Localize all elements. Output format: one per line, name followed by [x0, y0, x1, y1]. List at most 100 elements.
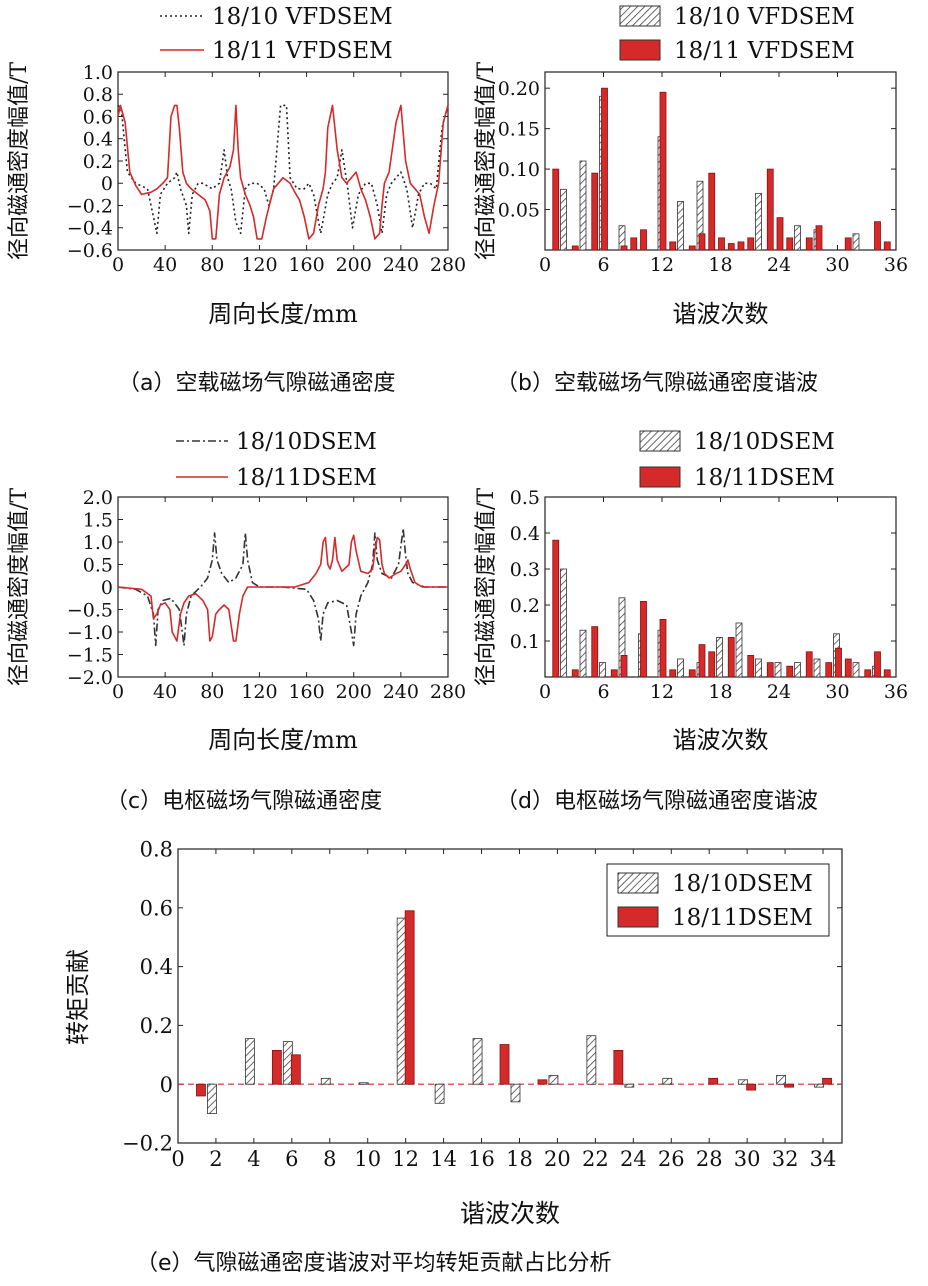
x-tick-label: 160	[288, 254, 324, 276]
bar-18-10DSEM-h32	[852, 662, 860, 678]
legend-label: 18/10 VFDSEM	[674, 4, 855, 30]
x-tick-label: 16	[468, 1147, 495, 1171]
caption: （d）电枢磁场气隙磁通密度谐波	[496, 789, 818, 814]
series-line-18-11-VFDSEM	[117, 104, 449, 240]
bar-18-10DSEM-h34	[814, 1083, 824, 1088]
x-tick-label: 18	[708, 681, 732, 703]
bar-18-10DSEM-h28	[813, 658, 821, 678]
bar-18-10DSEM-h4	[244, 1038, 255, 1085]
bar-18-11-VFDSEM-h19	[727, 243, 735, 251]
bar-18-11-VFDSEM-h27	[805, 237, 813, 251]
bar-18-11DSEM-h5	[271, 1049, 282, 1085]
y-tick-label: 0	[101, 577, 113, 599]
bar-18-11-VFDSEM-h21	[747, 237, 755, 251]
bar-18-11-VFDSEM-h31	[844, 237, 852, 251]
x-tick-label: 34	[810, 1147, 837, 1171]
panel-e: 0 2 4 6 8 10 12 14 16 18 20 22 24 26 28 30 32 34−0.200.20…	[64, 838, 843, 1276]
bar-18-11-VFDSEM-h25	[786, 237, 794, 251]
y-tick-label: 0.2	[83, 151, 113, 173]
bar-18-11DSEM-h12	[404, 910, 415, 1085]
caption: （e）气隙磁通密度谐波对平均转矩贡献占比分析	[136, 1251, 612, 1276]
y-tick-label: −2.0	[67, 667, 113, 689]
x-tick-label: 18	[506, 1147, 533, 1171]
x-tick-label: 6	[285, 1147, 298, 1171]
x-axis-label: 周向长度/mm	[208, 726, 358, 754]
x-tick-label: 240	[383, 681, 419, 703]
panel-b: 0 6 12 18 24 30 36 0.05 0.10 0.15 0.20 18/10 VFDSEM…	[474, 4, 908, 396]
x-tick-label: 8	[323, 1147, 336, 1171]
y-tick-label: 0.15	[498, 118, 540, 140]
x-tick-label: 120	[241, 254, 277, 276]
bar-18-11-VFDSEM-h24	[776, 217, 784, 251]
bar-18-10DSEM-h2	[207, 1083, 217, 1114]
bar-18-11DSEM-h28	[708, 1077, 719, 1085]
y-tick-label: 1.0	[83, 62, 113, 84]
legend-label: 18/10DSEM	[672, 871, 813, 897]
x-tick-label: 200	[336, 254, 372, 276]
bar-18-11-VFDSEM-h10	[640, 229, 647, 251]
x-tick-label: 0	[539, 254, 551, 276]
y-tick-label: 0.6	[140, 896, 173, 920]
bar-18-11DSEM-h17	[708, 651, 716, 678]
x-tick-label: 2	[209, 1147, 222, 1171]
bar-18-10DSEM-h16	[472, 1038, 483, 1085]
bar-18-10-VFDSEM-h4	[579, 160, 587, 251]
x-tick-label: 0	[112, 254, 124, 276]
plot-frame	[177, 848, 843, 1144]
x-axis-label: 谐波次数	[673, 726, 769, 754]
bar-18-11DSEM-h5	[591, 626, 599, 678]
bar-18-11DSEM-h19	[727, 637, 735, 678]
x-tick-label: 40	[153, 254, 177, 276]
bar-18-11-VFDSEM-h5	[591, 172, 599, 251]
bar-18-11-VFDSEM-h18	[718, 237, 725, 251]
bar-18-11DSEM-h17	[499, 1044, 510, 1085]
bar-18-11DSEM-h19	[537, 1079, 548, 1085]
bar-18-10DSEM-h32	[776, 1074, 786, 1085]
legend-swatch	[619, 39, 661, 61]
x-tick-label: 120	[241, 681, 277, 703]
legend-label: 18/10 VFDSEM	[212, 4, 393, 30]
y-tick-label: 0.8	[83, 84, 113, 106]
bar-18-11DSEM-h23	[766, 662, 774, 678]
bar-18-10DSEM-h18	[510, 1083, 521, 1103]
x-tick-label: 280	[430, 254, 466, 276]
x-tick-label: 0	[539, 681, 551, 703]
bar-18-10DSEM-h22	[755, 658, 762, 678]
y-tick-label: −0.2	[67, 195, 113, 217]
y-tick-label: 0.5	[83, 554, 113, 576]
y-tick-label: −0.6	[67, 240, 113, 262]
x-tick-label: 80	[200, 681, 224, 703]
x-tick-label: 24	[767, 681, 791, 703]
series-line-18-11DSEM	[117, 534, 448, 642]
legend-label: 18/11DSEM	[672, 905, 813, 931]
legend-swatch	[639, 430, 681, 452]
x-tick-label: 22	[582, 1147, 609, 1171]
bar-18-11-VFDSEM-h20	[737, 241, 745, 251]
bar-18-11DSEM-h30	[746, 1083, 757, 1091]
bar-18-10-VFDSEM-h22	[755, 192, 762, 251]
x-tick-label: 30	[734, 1147, 761, 1171]
x-axis-label: 谐波次数	[460, 1199, 560, 1228]
y-tick-label: 0.4	[140, 955, 173, 979]
bar-18-10DSEM-h4	[579, 629, 587, 678]
bar-18-10DSEM-h14	[677, 658, 684, 678]
bar-18-11DSEM-h34	[874, 651, 881, 678]
bar-18-10DSEM-h6	[599, 662, 606, 678]
bar-18-10DSEM-h18	[716, 637, 723, 678]
x-tick-label: 10	[354, 1147, 381, 1171]
bar-18-11DSEM-h33	[864, 669, 872, 678]
plot-frame	[117, 71, 449, 251]
y-tick-label: 0	[160, 1073, 173, 1097]
x-tick-label: 28	[696, 1147, 723, 1171]
y-tick-label: 0.4	[83, 129, 113, 151]
bar-18-11DSEM-h27	[805, 651, 813, 678]
caption: （c）电枢磁场气隙磁通密度	[106, 789, 382, 814]
bar-18-10-VFDSEM-h14	[677, 201, 684, 251]
bar-18-11DSEM-h13	[669, 669, 677, 678]
bar-18-10DSEM-h22	[586, 1035, 597, 1085]
bar-18-10DSEM-h24	[774, 662, 782, 678]
legend-label: 18/10DSEM	[236, 429, 377, 455]
bar-18-10-VFDSEM-h32	[852, 233, 860, 251]
bar-18-10DSEM-h14	[434, 1083, 445, 1104]
